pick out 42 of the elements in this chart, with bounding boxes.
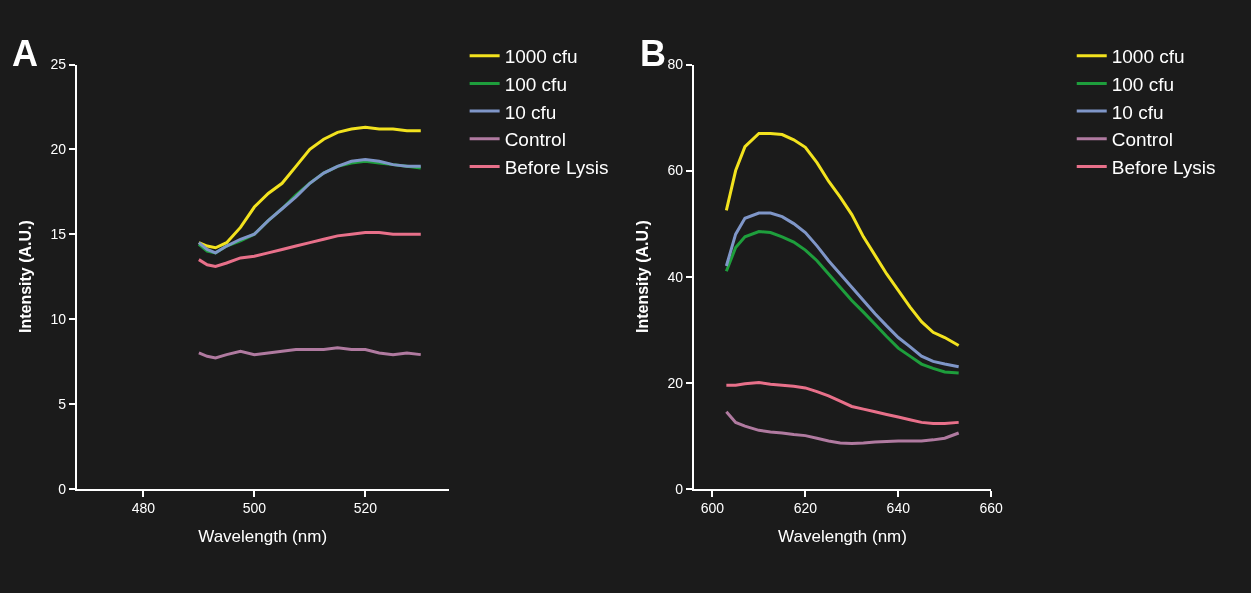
line-series (724, 410, 961, 446)
y-tick-label: 5 (58, 395, 67, 412)
x-tick-label: 600 (700, 500, 725, 517)
line-series (197, 230, 423, 268)
y-tick-label: 10 (50, 310, 67, 327)
line-series (197, 346, 423, 360)
text: A (12, 33, 38, 74)
legend-label: Control (1111, 129, 1173, 151)
legend-label: 10 cfu (1111, 101, 1164, 123)
y-axis-title: Intensity (A.U.) (633, 220, 651, 334)
x-axis-title: Wavelength (nm) (778, 527, 907, 547)
y-axis-title: Intensity (A.U.) (16, 220, 34, 334)
legend-label: 100 cfu (1111, 73, 1175, 95)
y-tick-label: 25 (50, 56, 67, 73)
x-axis-title: Wavelength (nm) (198, 527, 328, 547)
legend-label: 1000 cfu (504, 46, 578, 68)
legend-label: 1000 cfu (1111, 46, 1185, 68)
x-tick-label: 660 (979, 500, 1004, 517)
y-tick-label: 15 (50, 226, 67, 243)
x-tick-label: 620 (793, 500, 818, 517)
y-tick-label: 20 (667, 374, 684, 391)
x-tick-label: 500 (242, 500, 267, 517)
legend-label: 10 cfu (504, 101, 557, 123)
y-tick-label: 40 (667, 268, 684, 285)
y-tick-label: 0 (675, 480, 684, 497)
legend-label: Before Lysis (504, 156, 609, 178)
legend-label: Before Lysis (1111, 156, 1216, 178)
line-series (197, 125, 423, 250)
x-tick-label: 640 (886, 500, 911, 517)
text: B (640, 33, 666, 74)
y-tick-label: 60 (667, 162, 684, 179)
line-series (724, 211, 961, 369)
legend-label: Control (504, 129, 566, 151)
x-tick-label: 520 (353, 500, 378, 517)
x-tick-label: 480 (131, 500, 156, 517)
line-series (724, 230, 961, 375)
y-tick-label: 80 (667, 56, 684, 73)
y-tick-label: 20 (50, 141, 67, 158)
line-series (724, 131, 961, 348)
line-series (724, 381, 961, 425)
legend-label: 100 cfu (504, 73, 567, 95)
y-tick-label: 0 (58, 480, 67, 497)
